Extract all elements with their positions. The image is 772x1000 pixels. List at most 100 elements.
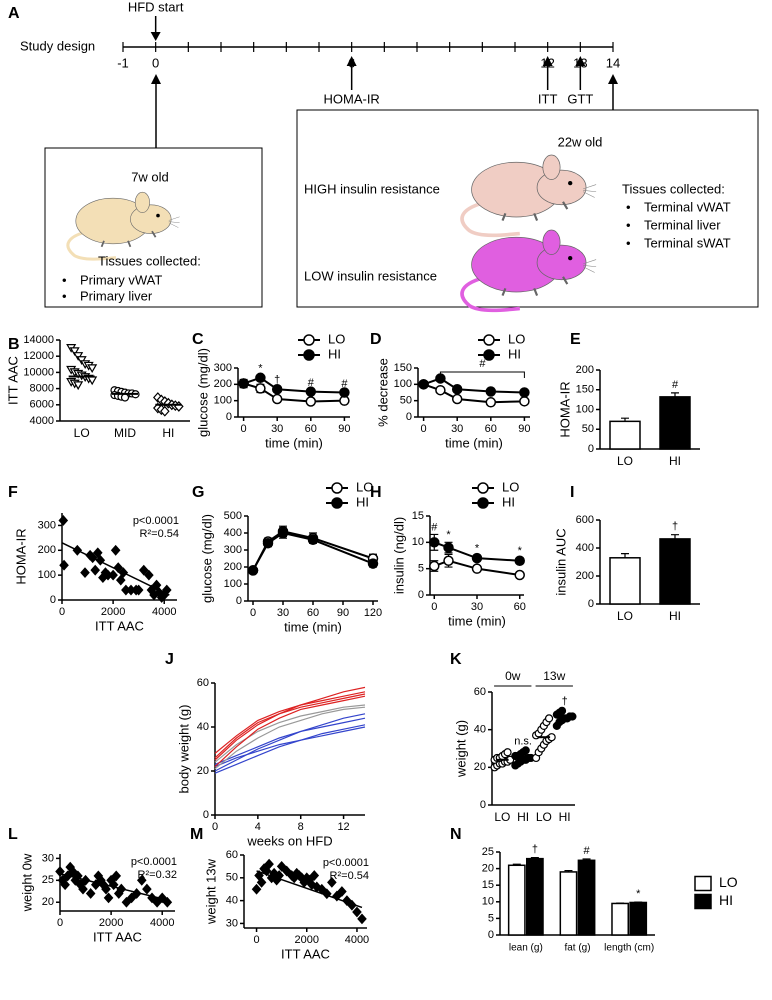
y-tick-label: 0 (236, 595, 242, 607)
panel-label: K (450, 651, 462, 668)
y-tick-label: 8000 (30, 383, 54, 395)
point (485, 397, 497, 408)
x-tick-label: 2000 (295, 934, 319, 946)
series-line (214, 686, 366, 759)
y-tick-label: 150 (576, 384, 594, 396)
legend-marker (331, 482, 343, 494)
legend-marker (303, 334, 315, 346)
annotation: # (341, 378, 348, 390)
bar (611, 902, 630, 936)
legend-label: HI (719, 892, 733, 908)
x-tick-label: LO (617, 609, 633, 623)
arrowhead (151, 74, 161, 84)
stat-label: R²=0.54 (140, 528, 179, 540)
annotation: # (308, 377, 315, 389)
y-tick-label: 300 (214, 362, 232, 374)
annotation: * (475, 542, 480, 554)
point (108, 569, 118, 581)
annotation: # (672, 379, 679, 391)
point (78, 883, 88, 895)
y-axis-label: HOMA-IR (13, 528, 28, 584)
x-tick-label: LO (617, 454, 633, 468)
legend-marker (303, 349, 315, 361)
error-bar (671, 534, 679, 539)
point (443, 555, 454, 567)
stat-label: p<0.0001 (323, 857, 369, 869)
x-tick-label: 0 (212, 821, 218, 833)
bar (507, 864, 526, 936)
annotation: * (446, 529, 451, 541)
bar (609, 557, 641, 605)
panel-label: M (190, 826, 203, 843)
series-line (214, 706, 366, 770)
x-tick-label: 0 (241, 423, 247, 435)
y-tick-label: 50 (400, 395, 412, 407)
point (544, 714, 554, 723)
error-bar (564, 869, 573, 872)
point (519, 387, 530, 398)
y-tick-label: 0 (226, 411, 232, 423)
bracket (439, 371, 525, 378)
fit-line (61, 542, 170, 596)
series-line (214, 724, 366, 774)
legend-swatch (694, 893, 712, 910)
fit-line (59, 873, 168, 901)
x-tick-label: 120 (364, 607, 382, 619)
point (485, 386, 497, 397)
point (557, 706, 567, 715)
point (121, 896, 132, 908)
error-bar (512, 863, 521, 866)
legend-label: HI (328, 346, 341, 361)
timeline-tick-label: -1 (117, 55, 129, 70)
arrowhead (346, 56, 357, 66)
y-axis-label: insulin AUC (553, 528, 568, 595)
annotation: * (258, 362, 263, 374)
error-bar (671, 392, 679, 397)
y-tick-label: 20 (42, 896, 54, 908)
bar (629, 901, 648, 936)
y-axis-label: body weight (g) (176, 705, 191, 794)
y-tick-label: 150 (394, 362, 412, 374)
y-tick-label: 10 (412, 536, 424, 548)
point (281, 865, 292, 877)
series-line (214, 704, 366, 763)
point (69, 347, 80, 357)
y-tick-label: 14000 (23, 334, 54, 346)
y-tick-label: 100 (214, 395, 232, 407)
point (435, 384, 446, 396)
point (256, 876, 267, 888)
group-label: 13w (543, 669, 565, 683)
x-tick-label: MID (114, 426, 136, 440)
point (451, 383, 463, 395)
x-axis-label: weeks on HFD (246, 833, 332, 848)
y-tick-label: 15 (482, 879, 494, 891)
point (59, 559, 69, 571)
point (339, 387, 350, 398)
y-axis-label: ITT AAC (5, 356, 20, 405)
y-tick-label: 300 (224, 544, 242, 556)
point (136, 874, 147, 886)
y-tick-label: 40 (226, 895, 238, 907)
point (144, 569, 154, 581)
point (357, 913, 367, 925)
x-tick-label: 60 (307, 607, 319, 619)
x-tick-label: 0 (253, 934, 259, 946)
stat-label: R²=0.54 (330, 870, 369, 882)
y-tick-label: 100 (394, 378, 412, 390)
x-tick-label: 90 (518, 423, 530, 435)
y-tick-label: 500 (224, 510, 242, 522)
point (90, 564, 101, 576)
legend-marker (477, 497, 489, 509)
box-item: Primary liver (80, 288, 153, 303)
y-tick-label: 5 (488, 912, 494, 924)
legend-label: LO (356, 479, 373, 494)
point (503, 748, 512, 757)
point (271, 393, 283, 405)
legend-label: HI (356, 494, 369, 509)
y-tick-label: 600 (576, 514, 594, 526)
point (115, 574, 126, 586)
y-tick-label: 0 (50, 594, 56, 606)
y-tick-label: 50 (226, 872, 238, 884)
point (352, 906, 362, 918)
x-tick-label: 0 (431, 601, 437, 613)
